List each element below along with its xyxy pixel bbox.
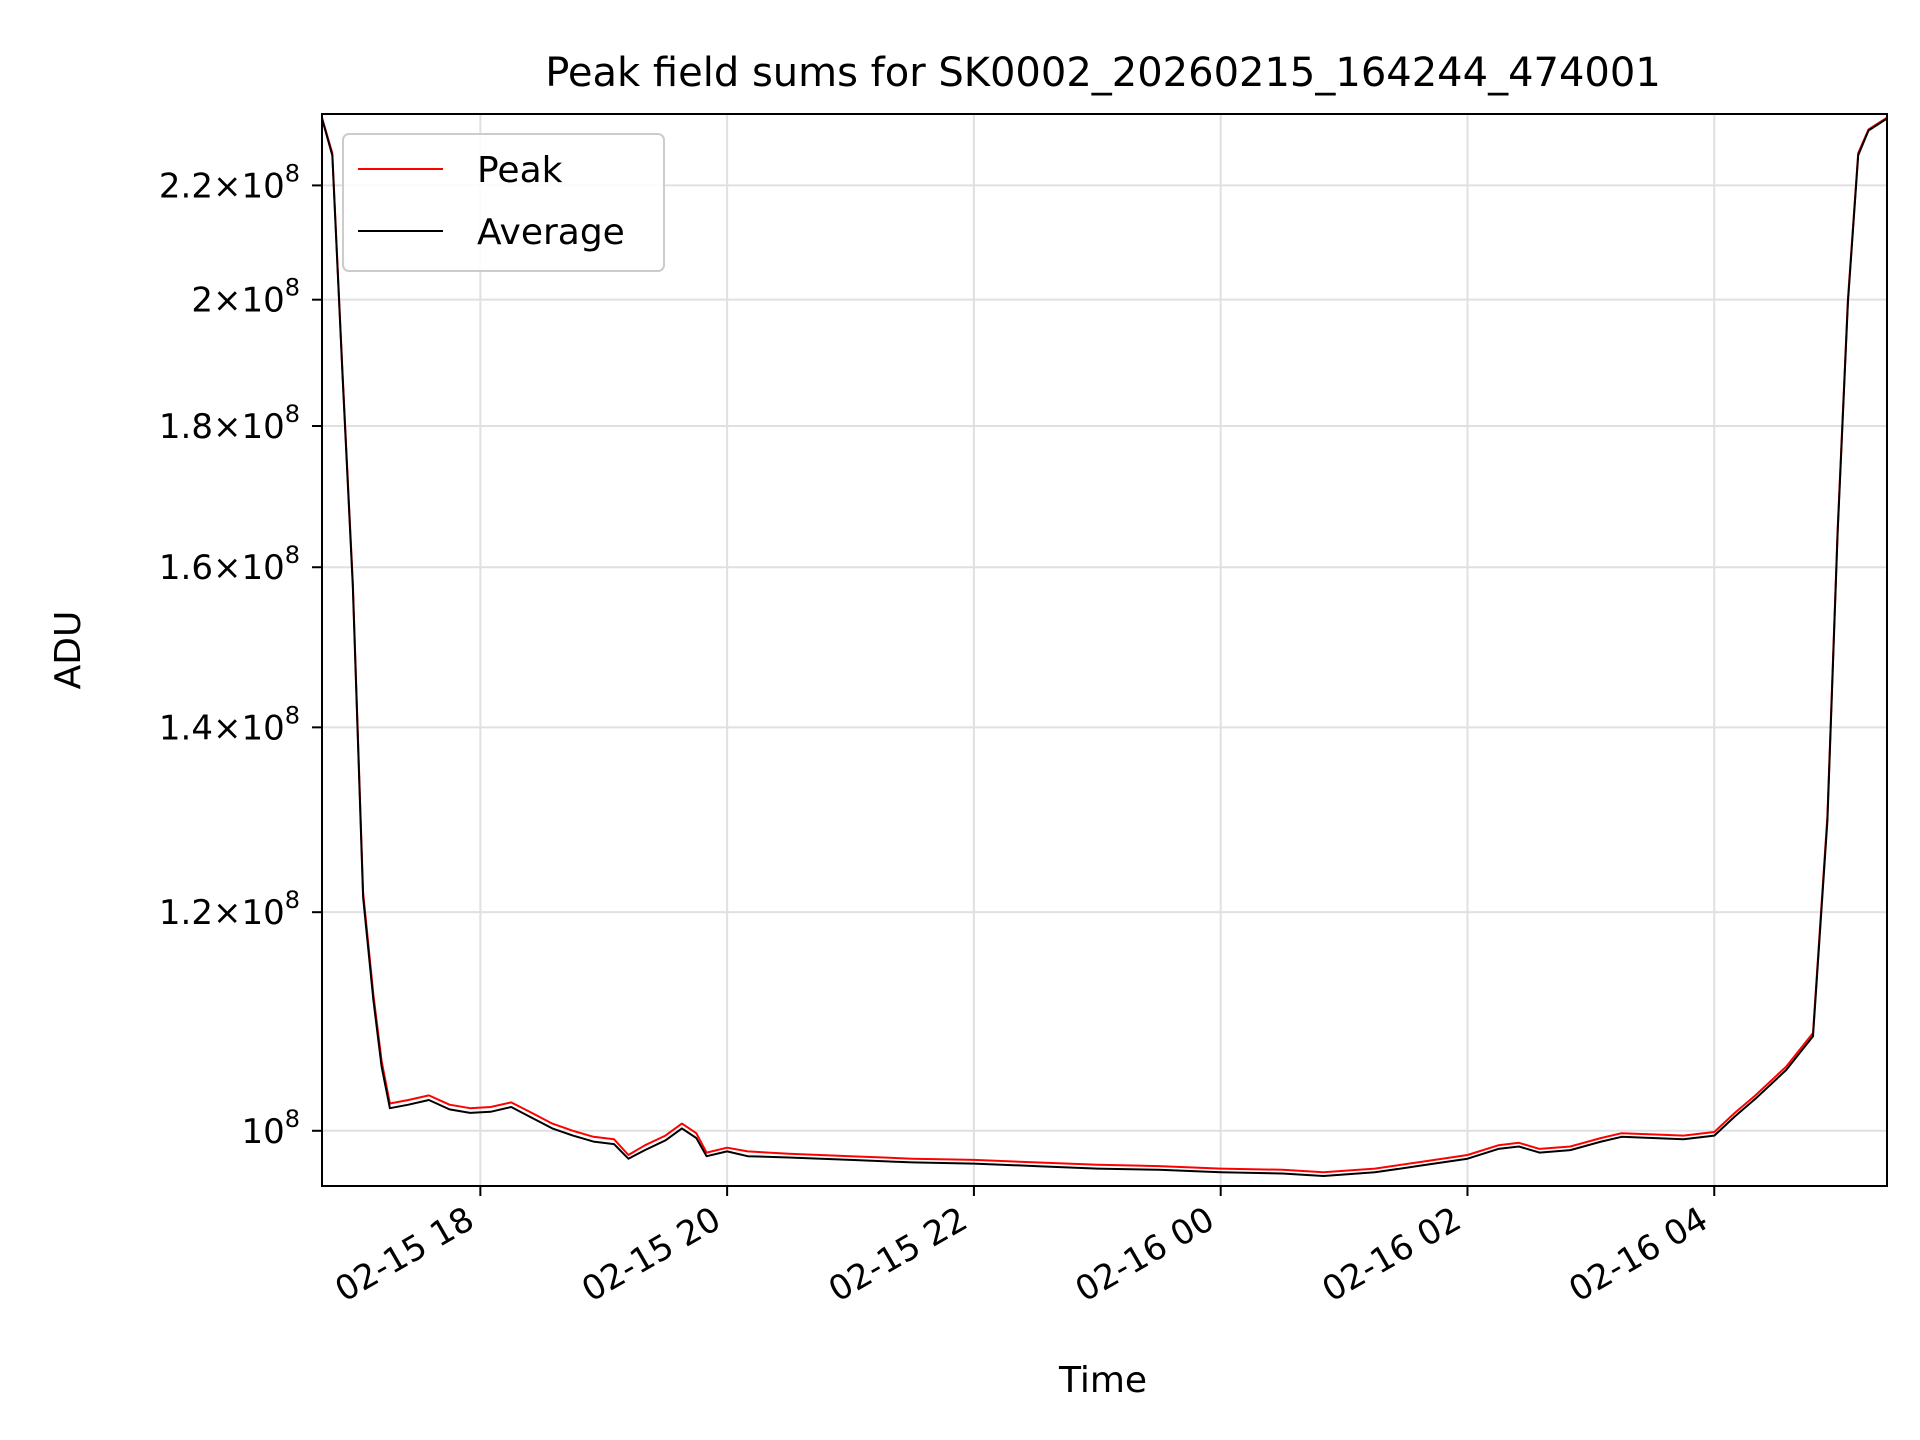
chart-title: Peak field sums for SK0002_20260215_1642… [545, 50, 1661, 96]
series-lines [322, 116, 1887, 1177]
series-line-average [322, 117, 1887, 1177]
y-tick-label: 1.4×108 [159, 701, 300, 748]
y-tick-label: 2.2×108 [159, 159, 300, 206]
y-tick-label: 2×108 [191, 274, 300, 321]
plot-frame [321, 113, 1888, 1187]
y-tick-label: 1.6×108 [159, 541, 300, 588]
x-axis-label: Time [1058, 1360, 1147, 1401]
legend: Peak Average [342, 133, 665, 272]
y-tick-label: 108 [241, 1105, 300, 1152]
y-axis-ticks: 2.2×108 2×108 1.8×108 1.6×108 1.4×108 1.2×108… [159, 159, 322, 1152]
grid-lines [322, 114, 1887, 1186]
y-tick-label: 1.8×108 [159, 400, 300, 447]
y-axis-label: ADU [48, 611, 89, 690]
series-line-peak [322, 116, 1887, 1174]
legend-label-peak: Peak [477, 150, 563, 191]
y-tick-label: 1.2×108 [159, 886, 300, 933]
legend-label-average: Average [477, 212, 625, 253]
